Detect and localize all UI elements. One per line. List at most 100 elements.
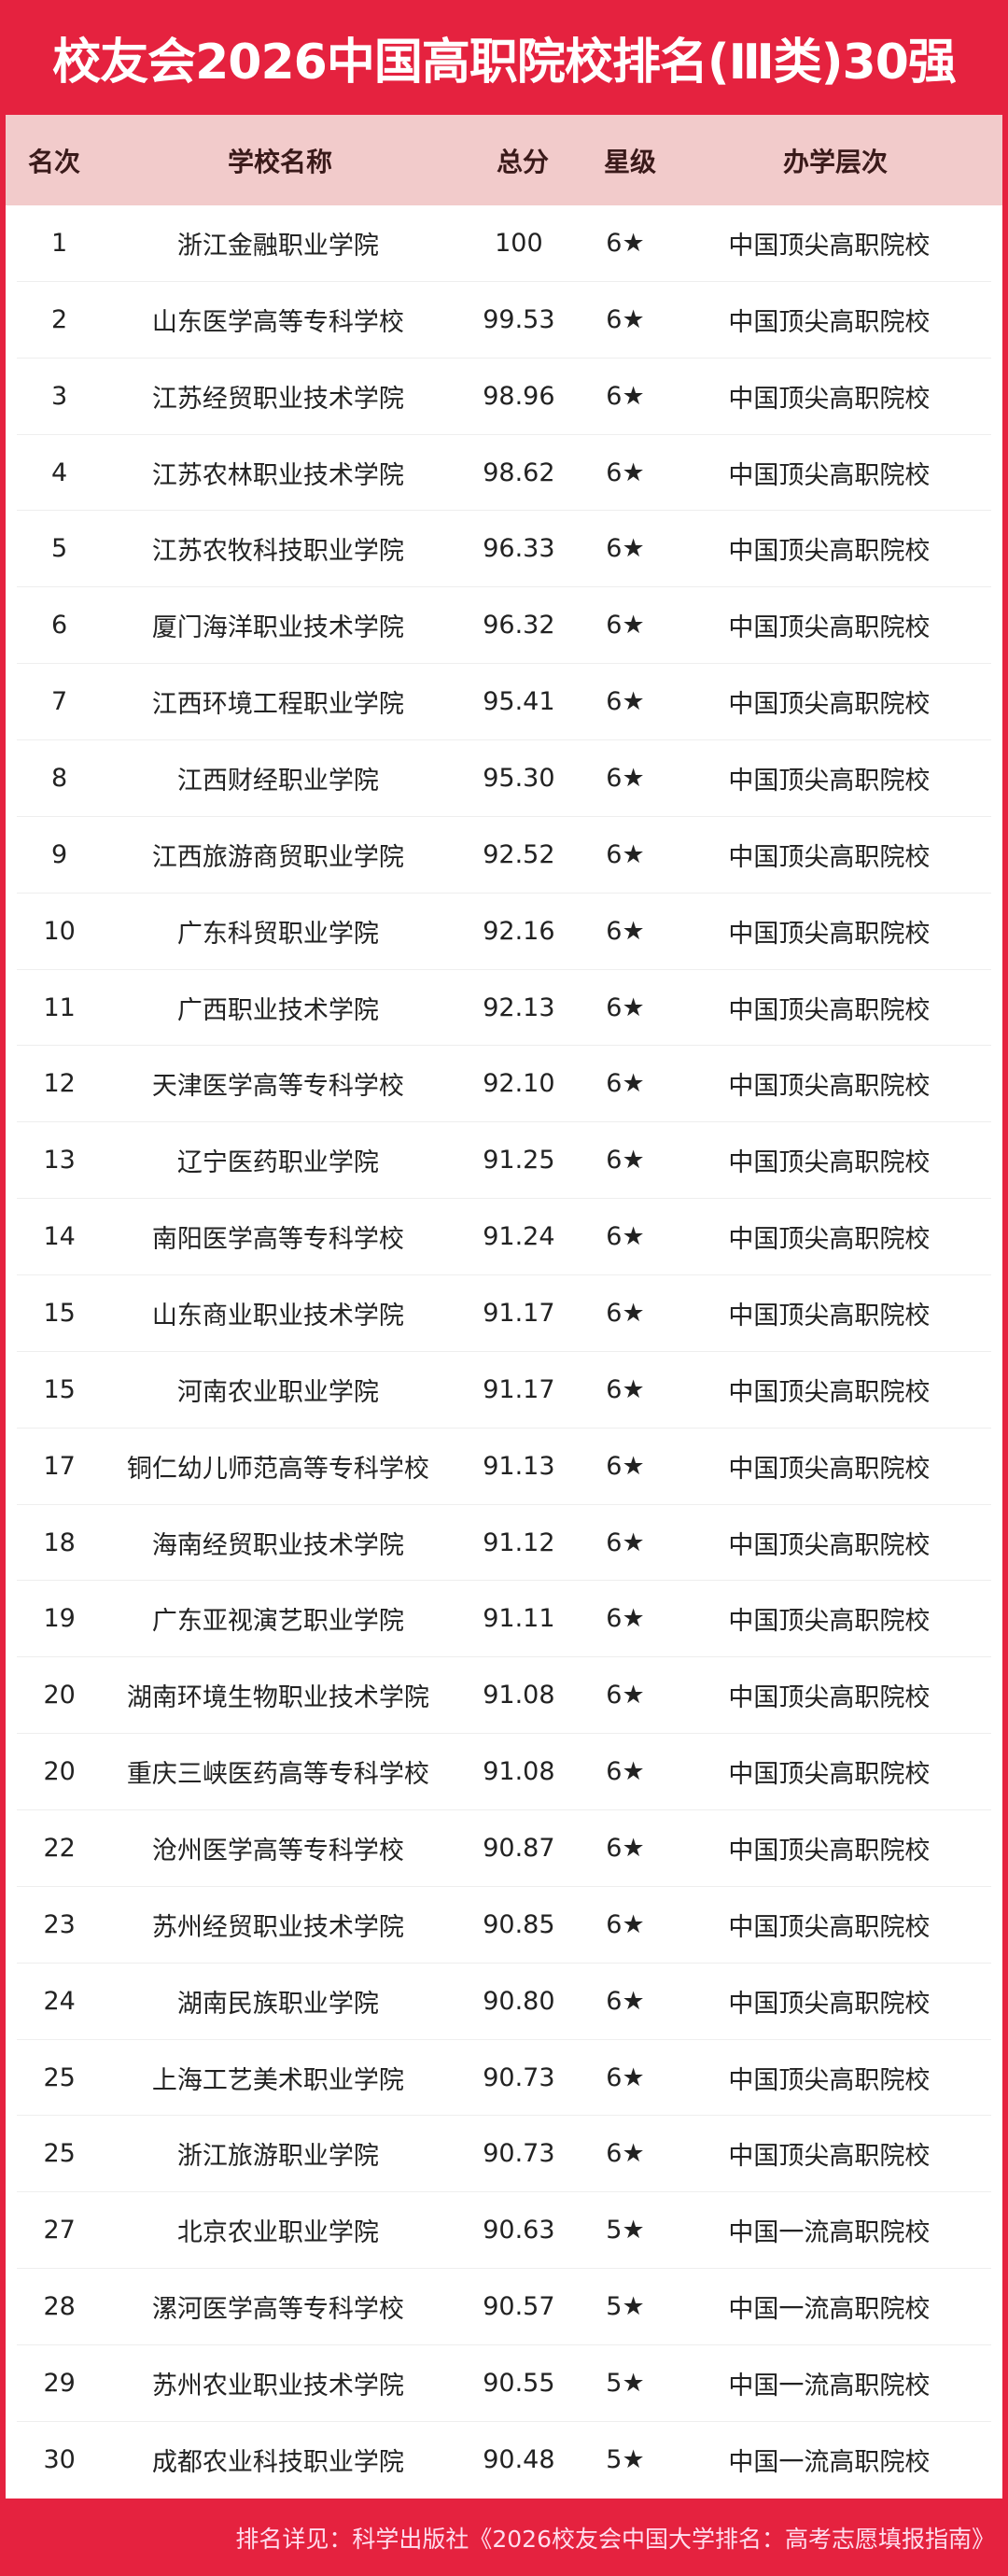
score-cell: 99.53 bbox=[483, 304, 555, 334]
school-cell: 江苏农牧科技职业学院 bbox=[151, 537, 404, 567]
stars-cell: 5★ bbox=[606, 2216, 645, 2245]
school-cell: 浙江金融职业学院 bbox=[176, 231, 379, 260]
rank-cell: 4 bbox=[51, 457, 68, 487]
school-cell: 南阳医学高等专科学校 bbox=[151, 1225, 404, 1255]
rank-cell: 27 bbox=[43, 2216, 76, 2245]
school-cell: 山东商业职业技术学院 bbox=[151, 1301, 404, 1330]
level-cell: 中国顶尖高职院校 bbox=[728, 1072, 931, 1102]
table-row: 15 河南农业职业学院 91.17 6★ 中国顶尖高职院校 bbox=[17, 1352, 991, 1429]
stars-cell: 6★ bbox=[606, 2139, 645, 2169]
table-row: 4 江苏农林职业技术学院 98.62 6★ 中国顶尖高职院校 bbox=[17, 435, 991, 512]
level-cell: 中国顶尖高职院校 bbox=[728, 2142, 931, 2172]
level-cell: 中国顶尖高职院校 bbox=[728, 1989, 931, 2019]
score-cell: 92.16 bbox=[483, 916, 555, 946]
level-cell: 中国顶尖高职院校 bbox=[728, 1301, 931, 1330]
stars-cell: 5★ bbox=[606, 2292, 645, 2322]
table-row: 30 成都农业科技职业学院 90.48 5★ 中国一流高职院校 bbox=[17, 2422, 991, 2499]
table-row: 25 上海工艺美术职业学院 90.73 6★ 中国顶尖高职院校 bbox=[17, 2040, 991, 2117]
rank-cell: 7 bbox=[51, 687, 68, 717]
school-cell: 北京农业职业学院 bbox=[176, 2218, 379, 2248]
rank-cell: 14 bbox=[43, 1222, 76, 1252]
level-cell: 中国顶尖高职院校 bbox=[728, 231, 931, 260]
score-cell: 91.25 bbox=[483, 1146, 555, 1175]
table-row: 29 苏州农业职业技术学院 90.55 5★ 中国一流高职院校 bbox=[17, 2345, 991, 2422]
level-cell: 中国一流高职院校 bbox=[728, 2371, 931, 2400]
rank-cell: 13 bbox=[43, 1146, 76, 1175]
rank-cell: 25 bbox=[43, 2062, 76, 2092]
level-cell: 中国顶尖高职院校 bbox=[728, 384, 931, 414]
table-row: 20 湖南环境生物职业技术学院 91.08 6★ 中国顶尖高职院校 bbox=[17, 1657, 991, 1735]
school-cell: 辽宁医药职业学院 bbox=[176, 1148, 379, 1178]
school-cell: 江西财经职业学院 bbox=[176, 766, 379, 795]
score-cell: 90.80 bbox=[483, 1986, 555, 2016]
stars-cell: 6★ bbox=[606, 1374, 645, 1404]
stars-cell: 6★ bbox=[606, 534, 645, 564]
score-cell: 90.85 bbox=[483, 1909, 555, 1939]
table-header: 名次 学校名称 总分 星级 办学层次 bbox=[6, 115, 1002, 205]
stars-cell: 6★ bbox=[606, 1681, 645, 1710]
score-cell: 90.48 bbox=[483, 2445, 555, 2475]
score-cell: 98.62 bbox=[483, 457, 555, 487]
school-cell: 铜仁幼儿师范高等专科学校 bbox=[126, 1454, 429, 1484]
stars-cell: 5★ bbox=[606, 2445, 645, 2475]
level-cell: 中国顶尖高职院校 bbox=[728, 1225, 931, 1255]
stars-cell: 6★ bbox=[606, 839, 645, 869]
score-cell: 90.87 bbox=[483, 1833, 555, 1863]
school-cell: 湖南环境生物职业技术学院 bbox=[126, 1683, 429, 1713]
table-row: 15 山东商业职业技术学院 91.17 6★ 中国顶尖高职院校 bbox=[17, 1275, 991, 1352]
rank-cell: 2 bbox=[51, 304, 68, 334]
table-row: 9 江西旅游商贸职业学院 92.52 6★ 中国顶尖高职院校 bbox=[17, 817, 991, 894]
level-cell: 中国顶尖高职院校 bbox=[728, 460, 931, 490]
score-cell: 92.10 bbox=[483, 1069, 555, 1099]
school-cell: 广东亚视演艺职业学院 bbox=[151, 1607, 404, 1637]
table-row: 2 山东医学高等专科学校 99.53 6★ 中国顶尖高职院校 bbox=[17, 282, 991, 359]
rank-cell: 5 bbox=[51, 534, 68, 564]
stars-cell: 6★ bbox=[606, 1222, 645, 1252]
school-cell: 浙江旅游职业学院 bbox=[176, 2142, 379, 2172]
level-cell: 中国顶尖高职院校 bbox=[728, 613, 931, 643]
score-cell: 92.13 bbox=[483, 992, 555, 1022]
stars-cell: 6★ bbox=[606, 1451, 645, 1481]
level-cell: 中国顶尖高职院校 bbox=[728, 995, 931, 1025]
table-row: 19 广东亚视演艺职业学院 91.11 6★ 中国顶尖高职院校 bbox=[17, 1581, 991, 1658]
rank-cell: 22 bbox=[43, 1833, 76, 1863]
level-cell: 中国顶尖高职院校 bbox=[728, 842, 931, 872]
rank-cell: 10 bbox=[43, 916, 76, 946]
rank-cell: 25 bbox=[43, 2139, 76, 2169]
stars-cell: 6★ bbox=[606, 1527, 645, 1557]
table-row: 10 广东科贸职业学院 92.16 6★ 中国顶尖高职院校 bbox=[17, 894, 991, 970]
table-row: 5 江苏农牧科技职业学院 96.33 6★ 中国顶尖高职院校 bbox=[17, 511, 991, 588]
level-cell: 中国顶尖高职院校 bbox=[728, 919, 931, 949]
rank-cell: 15 bbox=[43, 1298, 76, 1328]
score-cell: 91.13 bbox=[483, 1451, 555, 1481]
level-cell: 中国顶尖高职院校 bbox=[728, 1377, 931, 1407]
score-cell: 91.24 bbox=[483, 1222, 555, 1252]
school-cell: 苏州农业职业技术学院 bbox=[151, 2371, 404, 2400]
rank-cell: 11 bbox=[43, 992, 76, 1022]
rank-cell: 1 bbox=[51, 228, 68, 258]
school-cell: 海南经贸职业技术学院 bbox=[151, 1530, 404, 1560]
score-cell: 90.55 bbox=[483, 2368, 555, 2398]
column-header-level: 办学层次 bbox=[782, 146, 888, 177]
source-note: 排名详见：科学出版社《2026校友会中国大学排名：高考志愿填报指南》 bbox=[235, 2525, 995, 2553]
level-cell: 中国顶尖高职院校 bbox=[728, 1530, 931, 1560]
table-row: 11 广西职业技术学院 92.13 6★ 中国顶尖高职院校 bbox=[17, 970, 991, 1047]
score-cell: 91.17 bbox=[483, 1298, 555, 1328]
level-cell: 中国顶尖高职院校 bbox=[728, 766, 931, 795]
rank-cell: 17 bbox=[43, 1451, 76, 1481]
column-header-rank: 名次 bbox=[27, 146, 80, 177]
rank-cell: 9 bbox=[51, 839, 68, 869]
stars-cell: 6★ bbox=[606, 992, 645, 1022]
score-cell: 95.30 bbox=[483, 763, 555, 793]
stars-cell: 5★ bbox=[606, 2368, 645, 2398]
table-row: 8 江西财经职业学院 95.30 6★ 中国顶尖高职院校 bbox=[17, 740, 991, 817]
rank-cell: 24 bbox=[43, 1986, 76, 2016]
stars-cell: 6★ bbox=[606, 304, 645, 334]
column-header-stars: 星级 bbox=[603, 146, 656, 177]
rank-cell: 12 bbox=[43, 1069, 76, 1099]
column-header-school: 学校名称 bbox=[227, 146, 332, 177]
level-cell: 中国顶尖高职院校 bbox=[728, 1760, 931, 1790]
table-row: 6 厦门海洋职业技术学院 96.32 6★ 中国顶尖高职院校 bbox=[17, 587, 991, 665]
stars-cell: 6★ bbox=[606, 687, 645, 717]
